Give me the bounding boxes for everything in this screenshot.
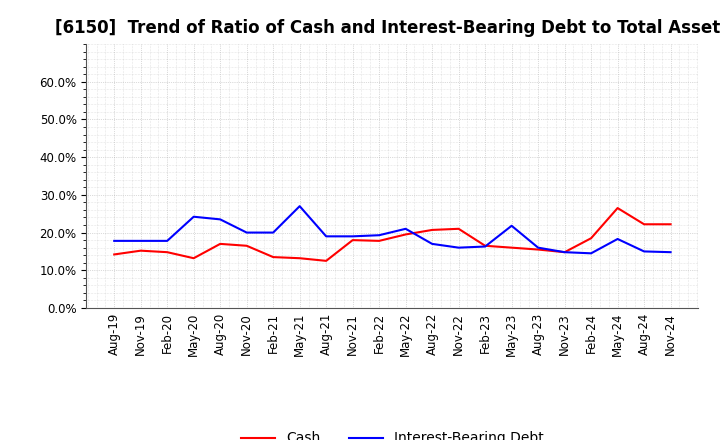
Cash [216, 241, 225, 246]
Interest-Bearing Debt [189, 214, 198, 220]
Cash [348, 238, 357, 243]
Line: Interest-Bearing Debt: Interest-Bearing Debt [114, 206, 670, 253]
Cash [163, 249, 171, 255]
Interest-Bearing Debt [666, 249, 675, 255]
Cash [666, 222, 675, 227]
Cash [587, 235, 595, 241]
Interest-Bearing Debt [481, 244, 490, 249]
Interest-Bearing Debt [401, 226, 410, 231]
Cash [243, 243, 251, 249]
Cash [136, 248, 145, 253]
Interest-Bearing Debt [243, 230, 251, 235]
Interest-Bearing Debt [640, 249, 649, 254]
Interest-Bearing Debt [613, 236, 622, 242]
Interest-Bearing Debt [375, 233, 384, 238]
Cash [269, 254, 277, 260]
Cash [534, 247, 542, 252]
Cash [401, 232, 410, 237]
Interest-Bearing Debt [322, 234, 330, 239]
Interest-Bearing Debt [508, 223, 516, 228]
Interest-Bearing Debt [163, 238, 171, 243]
Interest-Bearing Debt [110, 238, 119, 243]
Cash [508, 245, 516, 250]
Interest-Bearing Debt [560, 249, 569, 255]
Legend: Cash, Interest-Bearing Debt: Cash, Interest-Bearing Debt [235, 426, 549, 440]
Line: Cash: Cash [114, 208, 670, 261]
Interest-Bearing Debt [534, 245, 542, 250]
Cash [454, 226, 463, 231]
Cash [560, 249, 569, 255]
Cash [640, 222, 649, 227]
Interest-Bearing Debt [454, 245, 463, 250]
Interest-Bearing Debt [136, 238, 145, 243]
Cash [613, 205, 622, 211]
Interest-Bearing Debt [428, 241, 436, 246]
Cash [428, 227, 436, 233]
Interest-Bearing Debt [587, 251, 595, 256]
Interest-Bearing Debt [348, 234, 357, 239]
Cash [375, 238, 384, 243]
Interest-Bearing Debt [295, 204, 304, 209]
Cash [322, 258, 330, 264]
Interest-Bearing Debt [216, 217, 225, 222]
Cash [295, 256, 304, 261]
Cash [481, 243, 490, 249]
Title: [6150]  Trend of Ratio of Cash and Interest-Bearing Debt to Total Assets: [6150] Trend of Ratio of Cash and Intere… [55, 19, 720, 37]
Cash [110, 252, 119, 257]
Interest-Bearing Debt [269, 230, 277, 235]
Cash [189, 256, 198, 261]
